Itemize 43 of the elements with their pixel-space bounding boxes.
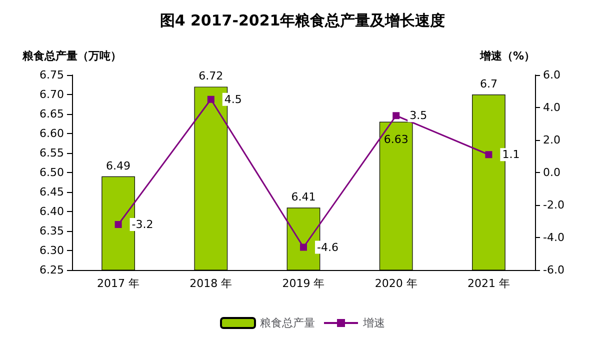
point (114, 221, 122, 228)
y-tick-label: 6.70 (40, 88, 64, 101)
data-label: 1.1 (502, 148, 520, 162)
y2-tick-label: -2.0 (543, 198, 564, 212)
y2-tick-label: 4.0 (543, 101, 560, 114)
y2-tick-label: 0.0 (543, 166, 560, 179)
x-tick-label: 2019 年 (282, 277, 325, 290)
y-tick-label: 6.30 (40, 244, 64, 257)
y-tick-label: 6.50 (40, 166, 64, 179)
y2-tick-label: -4.0 (543, 231, 564, 244)
point (207, 96, 214, 103)
data-label: 4.5 (224, 92, 242, 106)
y-tick-label: 6.75 (40, 68, 64, 82)
x-tick-label: 2017 年 (97, 277, 140, 290)
y-tick-label: 6.45 (40, 186, 64, 198)
chart-title: 图4 2017-2021年粮食总产量及增长速度 (160, 12, 446, 30)
y-tick-label: 6.55 (40, 146, 64, 160)
data-label: 6.63 (384, 132, 408, 146)
data-label: 6.7 (480, 78, 498, 90)
point (300, 244, 307, 251)
y-tick-label: 6.35 (40, 224, 64, 238)
y-tick-label: 6.40 (40, 205, 64, 218)
data-label: 6.49 (106, 159, 131, 172)
legend-label: 粮食总产量 (260, 316, 315, 330)
x-tick-label: 2018 年 (190, 277, 232, 290)
x-tick-label: 2020 年 (374, 277, 418, 290)
legend-label: 增速 (362, 316, 385, 330)
y-axis-title: 粮食总产量（万吨） (22, 50, 122, 62)
point (485, 151, 492, 158)
y-tick-label: 6.60 (40, 127, 64, 140)
y2-tick-label: 6.0 (543, 68, 560, 82)
x-tick-label: 2021 年 (467, 277, 510, 290)
data-label: 3.5 (410, 109, 428, 122)
data-label: -4.6 (317, 240, 338, 254)
y-tick-label: 6.65 (40, 108, 64, 120)
y2-tick-label: -6.0 (543, 264, 564, 276)
data-label: 6.72 (198, 70, 224, 83)
data-label: -3.2 (132, 218, 154, 231)
point (392, 112, 400, 120)
y2-tick-label: 2.0 (543, 134, 560, 146)
data-label: 6.41 (291, 190, 316, 204)
y2-axis-title: 增速（%） (478, 50, 535, 62)
y-tick-label: 6.25 (40, 264, 64, 276)
